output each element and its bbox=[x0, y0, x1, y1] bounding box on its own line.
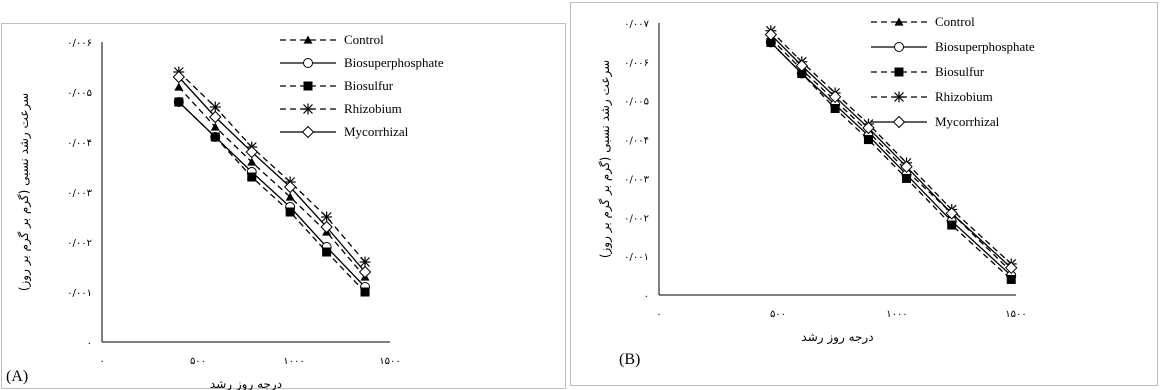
chart-a-legend-label-biosuperphosphate: Biosuperphosphate bbox=[344, 55, 444, 70]
chart-a-x-axis-title: درجه روز رشد bbox=[210, 377, 282, 390]
chart-b-point-biosulfur bbox=[797, 69, 807, 79]
chart-a-point-mycorrhizal bbox=[245, 145, 258, 159]
chart-a-point-rhizobium-stroke bbox=[210, 102, 221, 112]
chart-a-legend-marker-biosulfur bbox=[303, 81, 313, 91]
chart-b-legend-marker-biosulfur bbox=[894, 67, 904, 77]
chart-a-point-mycorrhizal bbox=[320, 220, 333, 234]
chart-b-legend-marker-rhizobium bbox=[893, 91, 905, 103]
chart-b-x-tick-label: ۱۰۰۰ bbox=[886, 309, 907, 320]
chart-a-series-line-biosulfur bbox=[178, 101, 366, 293]
chart-a-point-rhizobium bbox=[359, 256, 371, 268]
chart-a-point-control bbox=[210, 122, 220, 131]
chart-a-point-rhizobium bbox=[209, 101, 221, 113]
chart-b-legend-label-biosuperphosphate: Biosuperphosphate bbox=[935, 39, 1035, 54]
chart-a-x-tick-label: ۱۵۰۰ bbox=[379, 356, 400, 367]
chart-a-x-tick-label: ۵۰۰ bbox=[190, 356, 206, 367]
chart-a-point-control bbox=[174, 82, 184, 91]
chart-a-point-biosulfur bbox=[322, 247, 332, 257]
chart-b-point-biosulfur bbox=[863, 135, 873, 145]
chart-b-y-tick-label: ۰ bbox=[644, 291, 649, 302]
chart-panel-b: ۰ ۰/۰۰۱ ۰/۰۰۲ ۰/۰۰۳ ۰/۰۰۴ ۰/۰۰۵ ۰/۰۰۶ ۰/۰۰۷ ۰ ۵۰۰… bbox=[570, 2, 1158, 386]
chart-b-point-mycorrhizal bbox=[862, 121, 875, 135]
chart-a-point-mycorrhizal bbox=[358, 265, 372, 279]
chart-a-svg: ۰ ۰/۰۰۱ ۰/۰۰۲ ۰/۰۰۳ ۰/۰۰۴ ۰/۰۰۵ ۰/۰۰۶ ۰ ۵۰۰ ۱۰۰۰ ۱… bbox=[17, 32, 444, 390]
chart-b-y-tick-label: ۰/۰۰۵ bbox=[624, 97, 649, 108]
chart-b-point-mycorrhizal bbox=[945, 207, 958, 220]
chart-a-legend-marker-control bbox=[303, 35, 313, 44]
chart-b-x-tick-label: ۵۰۰ bbox=[770, 309, 786, 320]
chart-a-y-tick-label: ۰/۰۰۶ bbox=[67, 38, 92, 49]
chart-a-point-control bbox=[247, 157, 257, 166]
chart-b-legend-label-biosulfur: Biosulfur bbox=[935, 64, 985, 79]
chart-b-legend-marker-mycorrhizal bbox=[892, 115, 906, 129]
chart-a-point-biosulfur bbox=[247, 172, 257, 182]
chart-a-point-biosulfur bbox=[360, 287, 370, 297]
chart-a-y-tick-label: ۰/۰۰۱ bbox=[67, 288, 92, 299]
chart-a-legend-marker-mycorrhizal bbox=[301, 125, 315, 139]
chart-b-x-tick-label: ۱۵۰۰ bbox=[1005, 309, 1026, 320]
chart-b-point-biosulfur bbox=[766, 37, 776, 47]
chart-b-y-tick-label: ۰/۰۰۳ bbox=[624, 174, 649, 185]
chart-a-point-rhizobium bbox=[321, 211, 333, 223]
chart-a-y-tick-label: ۰ bbox=[87, 338, 92, 349]
chart-b-x-tick-label: ۰ bbox=[656, 309, 661, 320]
chart-b-y-tick-label: ۰/۰۰۶ bbox=[624, 58, 649, 69]
chart-a-point-mycorrhizal bbox=[172, 70, 186, 84]
chart-b-legend-marker-control bbox=[894, 17, 904, 26]
chart-a-legend-marker-rhizobium-stroke bbox=[303, 104, 313, 114]
chart-a-y-tick-label: ۰/۰۰۴ bbox=[67, 138, 92, 149]
chart-b-point-biosulfur bbox=[830, 103, 840, 113]
chart-b-x-axis-title: درجه روز رشد bbox=[801, 330, 873, 345]
chart-b-point-mycorrhizal bbox=[1005, 261, 1018, 275]
chart-a-legend-label-mycorrhizal: Mycorrhizal bbox=[344, 124, 409, 139]
chart-b-y-tick-label: ۰/۰۰۷ bbox=[624, 19, 649, 30]
chart-a-point-biosulfur bbox=[285, 207, 295, 217]
chart-a-point-rhizobium-stroke bbox=[360, 257, 370, 267]
chart-b-point-mycorrhizal bbox=[900, 160, 913, 173]
chart-a-series-line-mycorrhizal bbox=[178, 76, 366, 273]
chart-a-legend-label-control: Control bbox=[344, 32, 384, 47]
chart-b-y-tick-label: ۰/۰۰۱ bbox=[624, 252, 649, 263]
chart-a-x-tick-label: ۰ bbox=[99, 356, 104, 367]
chart-b-y-tick-label: ۰/۰۰۲ bbox=[624, 213, 649, 224]
chart-a-series-line-rhizobium bbox=[178, 71, 366, 263]
chart-b-legend-label-control: Control bbox=[935, 14, 975, 29]
chart-a-point-rhizobium-stroke bbox=[321, 212, 332, 222]
chart-a-point-biosulfur bbox=[174, 97, 184, 107]
chart-a-point-mycorrhizal bbox=[209, 110, 222, 124]
chart-a-legend-label-rhizobium: Rhizobium bbox=[344, 101, 402, 116]
chart-panel-a: ۰ ۰/۰۰۱ ۰/۰۰۲ ۰/۰۰۳ ۰/۰۰۴ ۰/۰۰۵ ۰/۰۰۶ ۰ ۵۰۰ ۱۰۰۰ ۱… bbox=[1, 23, 566, 390]
chart-b-point-mycorrhizal bbox=[795, 59, 809, 72]
chart-a-point-mycorrhizal bbox=[283, 180, 297, 194]
chart-b-y-tick-label: ۰/۰۰۴ bbox=[624, 136, 649, 147]
chart-a-series-line-control bbox=[178, 86, 366, 278]
chart-a-y-tick-label: ۰/۰۰۲ bbox=[67, 238, 92, 249]
chart-a-legend-label-biosulfur: Biosulfur bbox=[344, 78, 394, 93]
chart-a-legend-marker-rhizobium bbox=[302, 103, 314, 115]
chart-a-y-axis-title: سرعت رشد نسبی (گرم بر گرم بر روز) bbox=[17, 93, 32, 291]
panel-label-b: (B) bbox=[619, 351, 641, 368]
chart-b-legend-marker-biosuperphosphate bbox=[894, 42, 904, 52]
chart-b-point-biosulfur bbox=[1006, 274, 1016, 284]
chart-b-y-axis-title: سرعت رشد نسبی (گرم بر گرم بر روز) bbox=[598, 60, 613, 258]
chart-b-point-mycorrhizal bbox=[828, 90, 842, 104]
chart-a-y-tick-label: ۰/۰۰۵ bbox=[67, 88, 92, 99]
chart-b-legend-marker-rhizobium-stroke bbox=[894, 92, 904, 102]
chart-a-x-tick-label: ۱۰۰۰ bbox=[283, 356, 304, 367]
chart-a-point-biosulfur bbox=[210, 132, 220, 142]
chart-a-legend-marker-biosuperphosphate bbox=[303, 58, 313, 68]
chart-a-point-control bbox=[285, 192, 295, 201]
chart-b-point-biosulfur bbox=[947, 220, 957, 230]
panel-label-a: (A) bbox=[6, 368, 29, 385]
chart-b-legend-label-mycorrhizal: Mycorrhizal bbox=[935, 114, 1000, 129]
chart-b-point-biosulfur bbox=[902, 173, 912, 183]
chart-b-svg: ۰ ۰/۰۰۱ ۰/۰۰۲ ۰/۰۰۳ ۰/۰۰۴ ۰/۰۰۵ ۰/۰۰۶ ۰/۰۰۷ ۰ ۵۰۰… bbox=[598, 14, 1035, 345]
chart-b-point-mycorrhizal bbox=[764, 28, 778, 41]
chart-b-legend-label-rhizobium: Rhizobium bbox=[935, 89, 993, 104]
chart-a-y-tick-label: ۰/۰۰۳ bbox=[67, 188, 92, 199]
